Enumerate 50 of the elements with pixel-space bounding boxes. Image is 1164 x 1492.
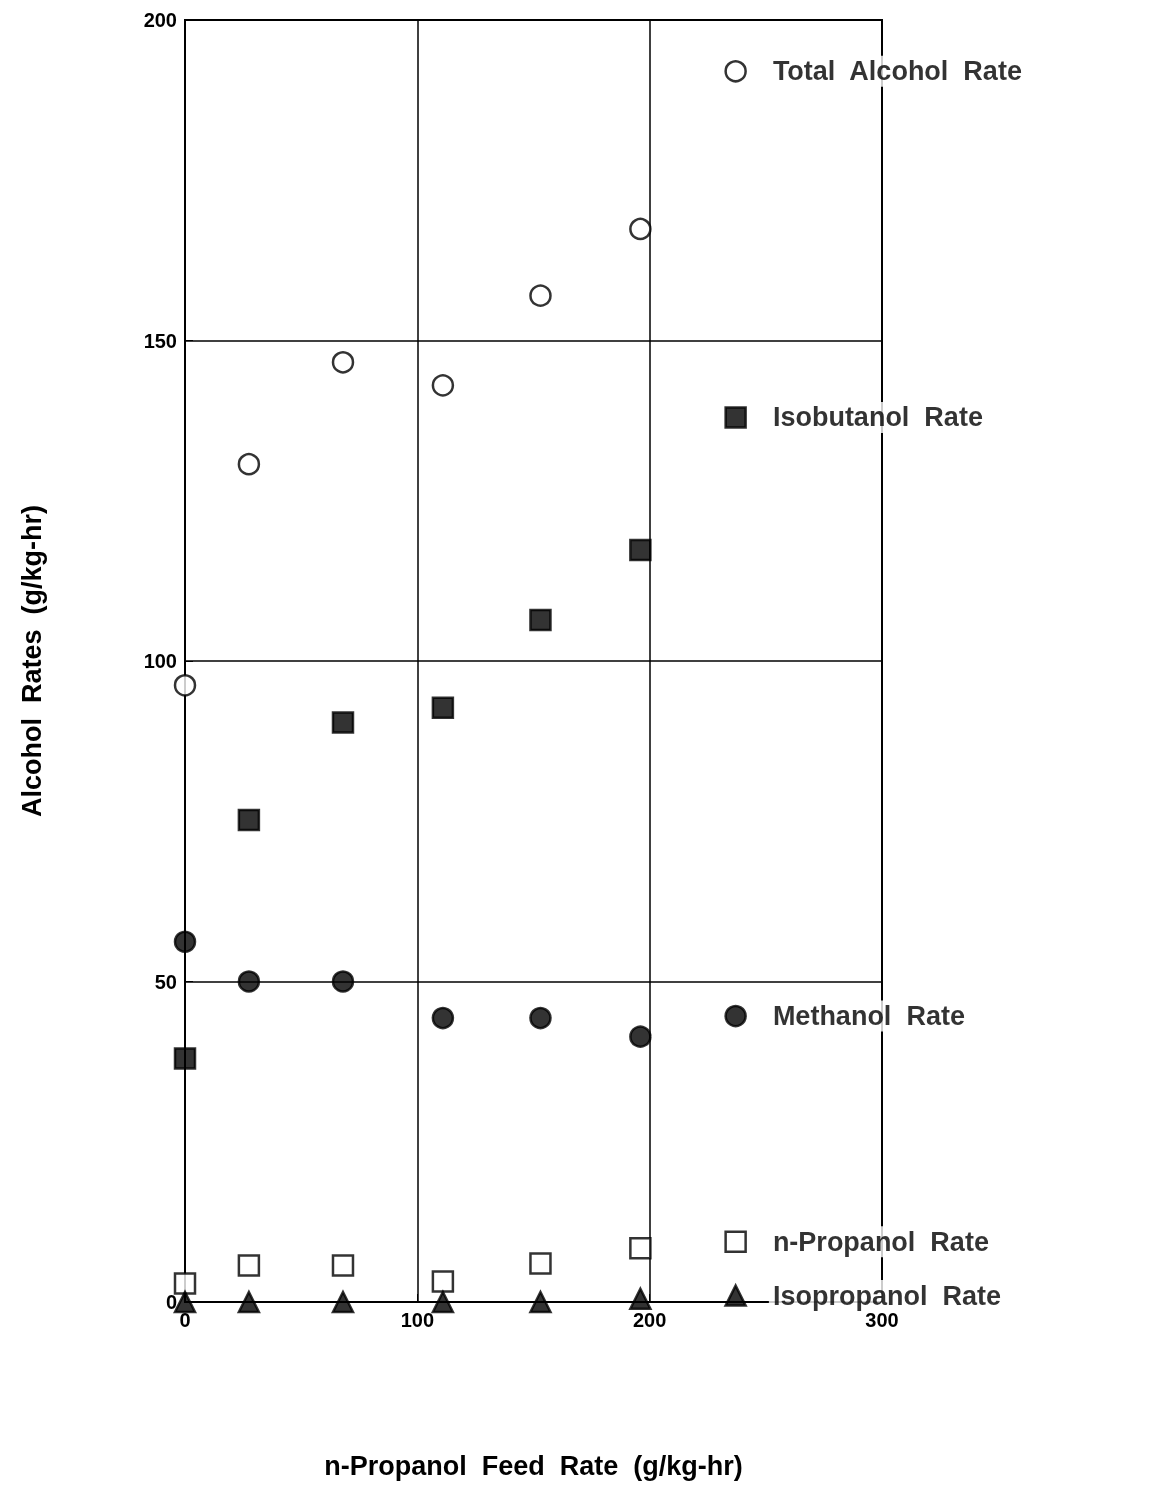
point [724,1284,747,1307]
point [629,538,652,562]
point [431,1006,455,1030]
y-tick-label: 150 [143,329,177,352]
point [529,608,552,632]
point [237,452,261,476]
point [629,1025,652,1048]
point [724,1230,747,1253]
point [237,1290,261,1314]
point [529,1290,552,1314]
y-tick-label: 0 [165,1291,177,1313]
point [173,930,197,953]
point [629,217,652,241]
series-label: Methanol Rate [772,1001,965,1032]
x-tick-label: 100 [400,1309,435,1331]
point [629,1287,652,1311]
y-tick-label: 50 [154,970,177,993]
x-axis-title: n-Propanol Feed Rate (g/kg-hr) [324,1450,743,1481]
series-label: Isobutanol Rate [772,402,983,433]
point [331,711,355,734]
x-tick-label: 300 [865,1309,899,1331]
point [431,1290,455,1314]
point [331,1254,355,1277]
x-tick-label: 0 [179,1309,191,1331]
point [173,674,197,697]
point [431,1270,455,1293]
point [724,60,747,83]
point [724,1004,747,1028]
point [173,1272,197,1295]
point [629,1236,652,1260]
point [331,1290,355,1314]
series-label: Total Alcohol Rate [772,56,1022,87]
point [173,1047,197,1070]
series-label: Isopropanol Rate [772,1280,1001,1311]
point [431,696,455,720]
point [331,970,355,993]
point [331,351,355,374]
y-tick-label: 200 [143,9,177,31]
point [237,808,261,832]
point [237,1254,261,1277]
point [237,970,261,993]
y-tick-label: 100 [143,650,177,672]
x-tick-label: 200 [632,1309,667,1331]
y-axis-title: Alcohol Rates (g/kg-hr) [16,504,47,818]
point [529,1006,552,1030]
point [529,284,552,307]
series-label: n-Propanol Rate [772,1226,989,1257]
point [724,406,747,429]
point [431,374,455,397]
point [529,1252,552,1275]
